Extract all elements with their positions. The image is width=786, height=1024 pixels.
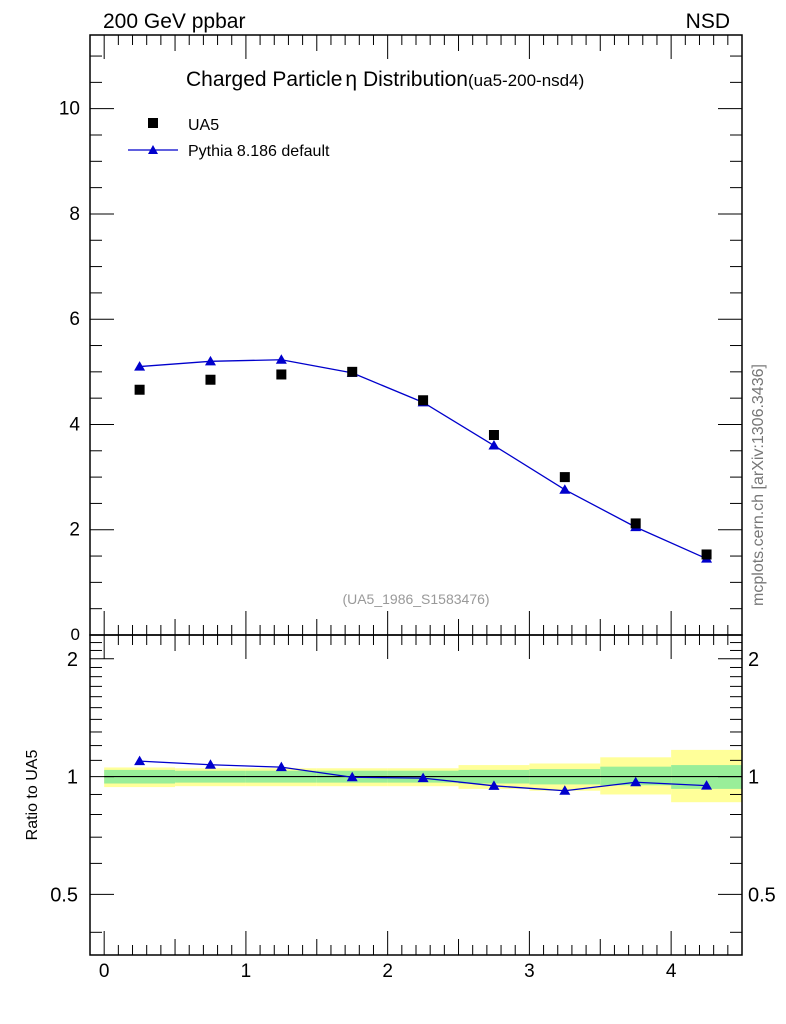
pythia-point: [134, 361, 146, 371]
watermark: (UA5_1986_S1583476): [342, 591, 489, 607]
ratio-ticks: [90, 635, 743, 955]
ratio-frame: [89, 634, 743, 956]
legend-ua5-label: UA5: [188, 117, 219, 134]
ratio-y-tick-label: 1: [67, 767, 78, 789]
ua5-point: [276, 369, 287, 380]
ratio-y-tick-label: 2: [67, 649, 78, 671]
ratio-y-tick-label: 0.5: [50, 884, 78, 906]
ratio-point: [630, 776, 642, 787]
x-tick-label: 3: [524, 961, 535, 982]
x-tick-label: 0: [99, 961, 110, 982]
pythia-line: [139, 359, 707, 560]
main-y-tick-label: 4: [69, 414, 80, 435]
ratio-point: [559, 785, 571, 795]
ratio-series: [134, 755, 713, 795]
ua5-point: [134, 384, 145, 395]
main-ticks: [90, 35, 743, 636]
main-y-tick-label-0: 0: [71, 625, 80, 644]
main-y-tick-label: 8: [69, 204, 80, 225]
ua5-point: [418, 395, 429, 406]
main-title-symbol: η: [345, 68, 357, 91]
pythia-point: [275, 354, 287, 364]
main-series: [134, 354, 713, 563]
ratio-point: [701, 780, 713, 790]
ratio-point: [134, 755, 146, 766]
main-title-rest: Distribution: [357, 68, 468, 91]
ua5-point: [347, 366, 358, 377]
main-panel: Charged Particle η Distribution(ua5-200-n…: [59, 34, 743, 644]
ratio-point: [346, 771, 358, 782]
ratio-y-tick-label-right: 1: [748, 767, 759, 789]
ratio-y-tick-label-right: 0.5: [748, 884, 776, 906]
ua5-point: [559, 472, 570, 483]
header-left: 200 GeV ppbar: [103, 10, 245, 33]
ua5-point: [630, 518, 641, 529]
ua5-point: [205, 374, 216, 385]
main-y-tick-labels: 0 2 4 6 8 10: [59, 99, 81, 644]
ratio-point: [275, 761, 287, 772]
main-title-tag: (ua5-200-nsd4): [468, 71, 584, 90]
legend-pythia-label: Pythia 8.186 default: [188, 143, 330, 160]
ratio-point: [488, 780, 500, 790]
ua5-point: [701, 549, 712, 560]
main-y-tick-label: 2: [69, 520, 80, 541]
x-tick-label: 2: [382, 961, 393, 982]
ua5-point: [488, 430, 499, 440]
ratio-point: [204, 759, 216, 769]
header-right: NSD: [686, 10, 730, 33]
ratio-point: [417, 772, 429, 783]
main-title-text: Charged Particle: [186, 68, 342, 91]
main-y-tick-label: 10: [59, 99, 80, 120]
pythia-point: [204, 355, 216, 366]
x-tick-label: 4: [666, 961, 677, 982]
pythia-point: [559, 484, 571, 494]
main-title: Charged Particle η Distribution(ua5-200-n…: [186, 68, 584, 91]
main-y-tick-label: 6: [69, 309, 80, 330]
legend-pythia-marker: [148, 145, 158, 154]
legend-ua5-marker: [148, 118, 158, 128]
x-tick-labels: 0 1 2 3 4: [99, 961, 677, 982]
ratio-y-tick-label-right: 2: [748, 649, 759, 671]
ratio-panel: 0.5 0.5 1 1 2 2 0 1 2 3 4 Ratio to UA5: [24, 634, 776, 982]
pythia-point: [488, 440, 500, 450]
legend: UA5 Pythia 8.186 default: [128, 117, 330, 160]
ratio-y-tick-labels: 0.5 0.5 1 1 2 2: [50, 649, 776, 907]
x-tick-label: 1: [241, 961, 252, 982]
side-credit: mcplots.cern.ch [arXiv:1306.3436]: [750, 364, 767, 606]
ratio-y-axis-label: Ratio to UA5: [24, 750, 41, 841]
